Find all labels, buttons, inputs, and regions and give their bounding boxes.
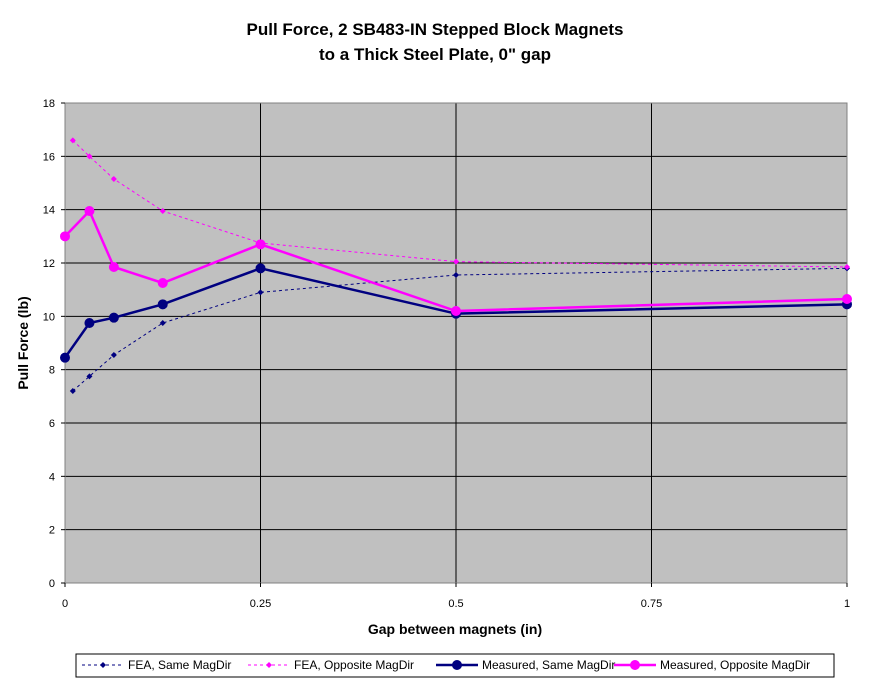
x-tick-label: 1 [844, 598, 850, 610]
chart-title-line-2: to a Thick Steel Plate, 0" gap [319, 45, 551, 64]
y-tick-label: 4 [49, 471, 55, 483]
data-point [110, 352, 117, 358]
gridlines [65, 103, 847, 583]
data-point [157, 299, 168, 310]
x-tick-label: 0.5 [448, 598, 463, 610]
data-point [453, 258, 459, 265]
y-tick-label: 14 [43, 205, 55, 217]
data-point [60, 231, 70, 242]
data-point [255, 239, 266, 250]
x-tick-label: 0.25 [250, 598, 271, 610]
data-point [451, 306, 461, 316]
data-point [84, 318, 95, 328]
data-point [452, 660, 462, 670]
legend-label: FEA, Opposite MagDir [294, 658, 414, 672]
y-tick-label: 10 [43, 311, 55, 323]
y-tick-label: 8 [49, 365, 55, 377]
data-point [69, 388, 76, 394]
y-tick-label: 6 [49, 418, 55, 430]
legend: FEA, Same MagDir FEA, Opposite MagDir Meas… [82, 658, 810, 672]
data-point [86, 153, 93, 160]
data-point [108, 262, 119, 272]
data-point [453, 272, 459, 278]
y-tick-label: 0 [49, 578, 55, 590]
data-point [159, 208, 166, 214]
legend-label: Measured, Opposite MagDir [660, 658, 810, 672]
data-series [60, 137, 852, 394]
data-point [100, 662, 106, 668]
data-point [266, 662, 272, 668]
y-tick-label: 18 [43, 98, 55, 110]
data-point [60, 352, 70, 363]
legend-label: Measured, Same MagDir [482, 658, 615, 672]
data-point [157, 278, 168, 288]
series-3 [60, 206, 852, 316]
legend-item: FEA, Opposite MagDir [248, 658, 414, 672]
x-tick-label: 0.75 [641, 598, 662, 610]
y-tick-label: 2 [49, 525, 55, 537]
legend-item: FEA, Same MagDir [82, 658, 231, 672]
data-point [84, 206, 95, 216]
y-tick-label: 12 [43, 258, 55, 270]
data-point [630, 660, 640, 670]
x-axis-ticks: 0 0.25 0.5 0.75 1 [62, 583, 850, 610]
y-tick-label: 16 [43, 151, 55, 163]
chart-title-line-1: Pull Force, 2 SB483-IN Stepped Block Mag… [247, 20, 624, 39]
data-point [108, 312, 119, 323]
data-point [255, 263, 266, 274]
x-tick-label: 0 [62, 598, 68, 610]
data-point [842, 294, 852, 304]
legend-label: FEA, Same MagDir [128, 658, 231, 672]
data-point [257, 289, 264, 296]
data-point [69, 137, 76, 144]
data-point [86, 373, 93, 380]
data-point [159, 320, 166, 326]
data-point [844, 264, 850, 270]
data-point [110, 176, 117, 182]
legend-item: Measured, Opposite MagDir [614, 658, 810, 672]
y-axis-title: Pull Force (lb) [15, 296, 31, 389]
y-axis-ticks: 0 2 4 6 8 10 12 14 16 18 [43, 98, 65, 590]
legend-item: Measured, Same MagDir [436, 658, 615, 672]
x-axis-title: Gap between magnets (in) [368, 621, 542, 637]
